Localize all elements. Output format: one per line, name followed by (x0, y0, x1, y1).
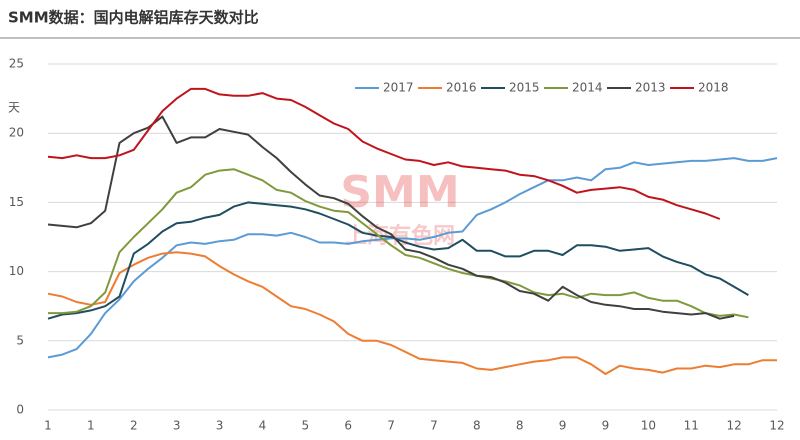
legend-label: 2014 (572, 81, 603, 95)
series-line (47, 201, 749, 320)
y-tick-label: 15 (9, 195, 24, 209)
x-tick-label: 7 (387, 419, 395, 433)
y-tick-label: 5 (16, 333, 24, 347)
x-tick-label: 6 (344, 419, 352, 433)
y-tick-label: 25 (9, 57, 24, 71)
y-tick-label: 20 (9, 126, 24, 140)
y-axis-label: 天 (8, 101, 20, 115)
x-tick-label: 4 (259, 419, 267, 433)
x-tick-label: 12 (726, 419, 741, 433)
series-line (47, 251, 777, 375)
series-line (47, 157, 778, 359)
x-tick-label: 7 (430, 419, 438, 433)
x-tick-label: 3 (173, 419, 181, 433)
watermark: SMM (340, 167, 459, 218)
x-tick-label: 3 (216, 419, 224, 433)
x-tick-label: 1 (87, 419, 95, 433)
x-tick-label: 8 (473, 419, 481, 433)
x-tick-label: 10 (641, 419, 656, 433)
y-tick-label: 0 (16, 403, 24, 417)
series-line (48, 168, 749, 319)
x-tick-label: 11 (684, 419, 699, 433)
x-tick-label: 1 (44, 419, 52, 433)
chart-title: SMM数据：国内电解铝库存天数对比 (8, 9, 259, 27)
legend-label: 2015 (509, 81, 540, 95)
series-line (47, 87, 721, 220)
x-tick-label: 12 (769, 419, 784, 433)
legend-label: 2017 (383, 81, 414, 95)
legend-label: 2016 (446, 81, 477, 95)
x-tick-label: 9 (559, 419, 567, 433)
legend-label: 2013 (635, 81, 666, 95)
x-tick-label: 5 (301, 419, 309, 433)
x-tick-label: 2 (130, 419, 138, 433)
y-tick-label: 10 (9, 264, 24, 278)
series-line (47, 115, 735, 320)
legend-label: 2018 (698, 81, 729, 95)
x-tick-label: 9 (602, 419, 610, 433)
x-tick-label: 8 (516, 419, 524, 433)
